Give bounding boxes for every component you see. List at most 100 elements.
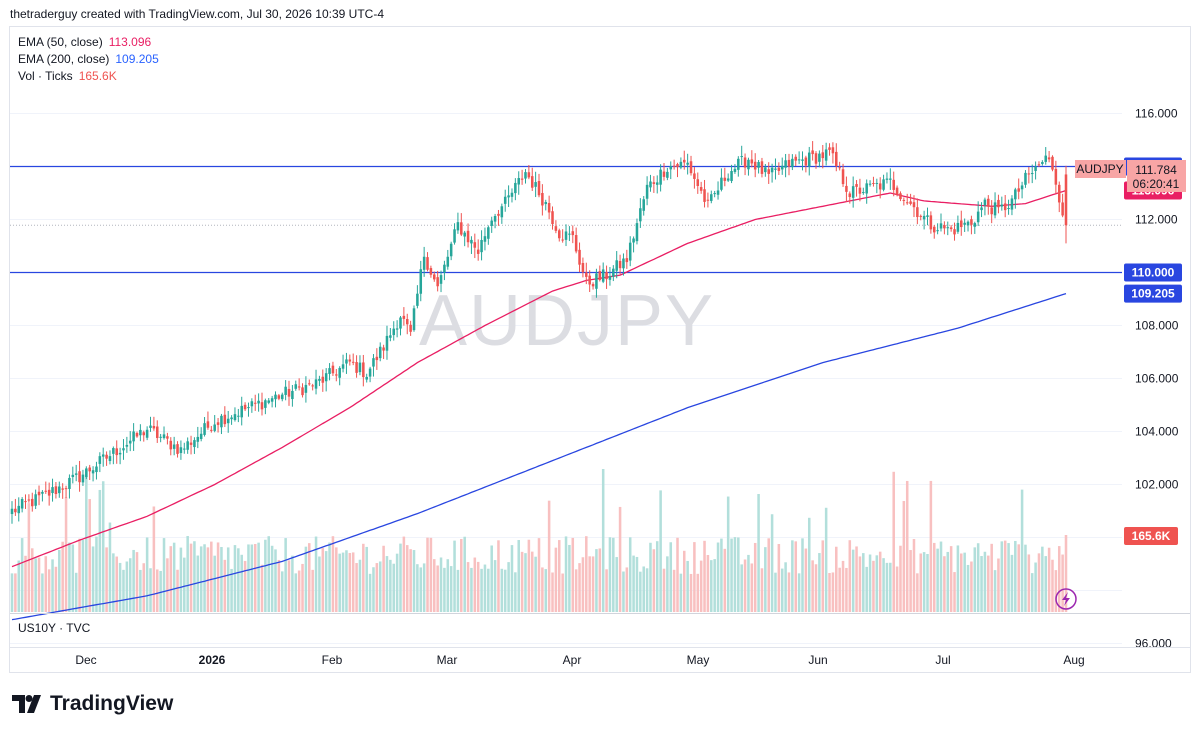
candle[interactable]: [27, 494, 31, 503]
candle[interactable]: [155, 420, 159, 443]
candle[interactable]: [118, 447, 122, 465]
candle[interactable]: [395, 320, 399, 338]
candle[interactable]: [598, 265, 602, 282]
candle[interactable]: [1061, 193, 1064, 218]
candle[interactable]: [351, 353, 355, 366]
candle[interactable]: [922, 210, 926, 230]
candle[interactable]: [1007, 199, 1010, 215]
candle[interactable]: [689, 155, 693, 176]
candle[interactable]: [473, 233, 477, 259]
candle[interactable]: [777, 162, 781, 175]
candle[interactable]: [682, 150, 686, 170]
candle[interactable]: [713, 190, 716, 198]
candle[interactable]: [186, 437, 189, 454]
candle[interactable]: [622, 253, 625, 276]
candle[interactable]: [1064, 165, 1068, 244]
candle[interactable]: [58, 481, 61, 498]
candle[interactable]: [480, 230, 483, 261]
candle[interactable]: [301, 383, 304, 398]
volume-badge[interactable]: 165.6K: [1124, 527, 1178, 545]
candle[interactable]: [399, 315, 402, 336]
candle[interactable]: [534, 171, 537, 198]
candle[interactable]: [885, 172, 889, 184]
candle[interactable]: [112, 446, 115, 465]
candle[interactable]: [142, 430, 146, 442]
candle[interactable]: [108, 450, 112, 465]
candle[interactable]: [250, 398, 254, 413]
candle[interactable]: [487, 225, 490, 245]
candle[interactable]: [389, 328, 392, 342]
candle[interactable]: [527, 165, 531, 180]
candle[interactable]: [233, 407, 237, 422]
candle[interactable]: [828, 143, 831, 156]
candle[interactable]: [206, 411, 210, 430]
candle[interactable]: [125, 436, 129, 453]
candle[interactable]: [605, 265, 608, 289]
candle[interactable]: [1034, 161, 1037, 180]
candle[interactable]: [196, 426, 200, 449]
candle[interactable]: [787, 153, 791, 176]
candle[interactable]: [169, 437, 173, 456]
candle[interactable]: [628, 236, 632, 267]
candle[interactable]: [368, 366, 372, 383]
candle[interactable]: [1010, 195, 1014, 216]
candle[interactable]: [294, 380, 298, 391]
candle[interactable]: [865, 179, 868, 204]
candle[interactable]: [453, 223, 456, 245]
candle[interactable]: [760, 157, 764, 178]
candle[interactable]: [642, 196, 645, 216]
candle[interactable]: [179, 440, 183, 460]
candle[interactable]: [37, 485, 41, 506]
candle[interactable]: [149, 416, 152, 432]
candle[interactable]: [757, 160, 760, 174]
candle[interactable]: [166, 432, 169, 445]
candle[interactable]: [710, 190, 713, 204]
candle[interactable]: [780, 157, 784, 175]
candle[interactable]: [983, 197, 987, 216]
candle[interactable]: [98, 452, 102, 473]
candle[interactable]: [838, 161, 841, 171]
candle[interactable]: [862, 187, 865, 195]
candle[interactable]: [601, 262, 605, 284]
candle[interactable]: [1000, 196, 1004, 211]
candle[interactable]: [652, 176, 656, 193]
candle[interactable]: [845, 176, 848, 202]
candle[interactable]: [612, 265, 615, 282]
candle[interactable]: [493, 213, 497, 229]
candle[interactable]: [970, 215, 973, 235]
candle[interactable]: [520, 169, 524, 185]
candle[interactable]: [446, 249, 450, 270]
candle[interactable]: [551, 206, 554, 230]
candle[interactable]: [189, 435, 193, 455]
candle[interactable]: [17, 497, 21, 522]
candle[interactable]: [568, 226, 571, 242]
candle[interactable]: [362, 354, 365, 387]
candle[interactable]: [172, 436, 176, 456]
candle[interactable]: [743, 153, 747, 176]
candle[interactable]: [287, 380, 291, 406]
candle[interactable]: [1030, 164, 1034, 184]
candle[interactable]: [314, 369, 318, 395]
candle[interactable]: [1051, 155, 1054, 172]
candle[interactable]: [716, 181, 720, 200]
candle[interactable]: [460, 213, 463, 237]
candle[interactable]: [304, 376, 308, 403]
candle[interactable]: [385, 325, 389, 360]
candle[interactable]: [20, 497, 24, 513]
candle[interactable]: [669, 161, 673, 180]
candle[interactable]: [308, 379, 311, 386]
candle[interactable]: [10, 501, 14, 524]
candle[interactable]: [335, 369, 338, 382]
candle[interactable]: [530, 167, 534, 191]
candle[interactable]: [537, 173, 541, 198]
candle[interactable]: [193, 437, 196, 454]
candle[interactable]: [818, 150, 821, 168]
candle[interactable]: [183, 442, 186, 454]
candle[interactable]: [703, 179, 706, 208]
candle[interactable]: [247, 402, 250, 417]
candle[interactable]: [774, 158, 777, 180]
candle[interactable]: [872, 176, 875, 187]
candle[interactable]: [88, 464, 91, 481]
candle[interactable]: [257, 393, 260, 412]
candle[interactable]: [199, 427, 203, 442]
